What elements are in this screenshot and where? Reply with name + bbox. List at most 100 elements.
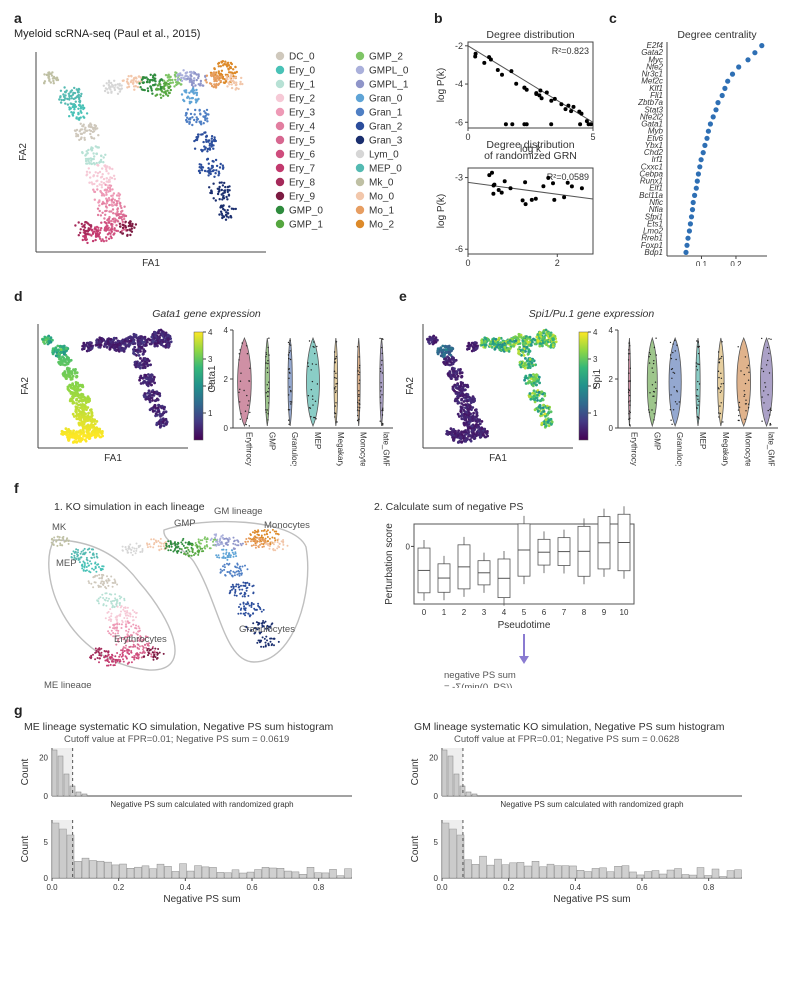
svg-text:R²=0.823: R²=0.823 — [552, 46, 589, 56]
svg-text:late_GMP: late_GMP — [767, 432, 776, 466]
svg-text:log P(k): log P(k) — [436, 68, 447, 102]
svg-text:Spi1: Spi1 — [592, 369, 603, 389]
row-2: d Gata1 gene expression FA1 FA2 1 2 3 4 0 2 4 Gata… — [14, 288, 778, 466]
svg-text:5: 5 — [590, 132, 595, 142]
svg-text:Monocytes: Monocytes — [359, 432, 368, 466]
svg-text:1: 1 — [208, 409, 213, 418]
svg-text:4: 4 — [224, 326, 229, 335]
svg-text:Bdp1: Bdp1 — [644, 248, 663, 257]
svg-text:3: 3 — [593, 355, 598, 364]
panel-c-label: c — [609, 10, 779, 26]
svg-text:Gata1: Gata1 — [207, 365, 218, 393]
panel-b-label: b — [434, 10, 609, 26]
svg-text:Gata1 gene expression: Gata1 gene expression — [152, 308, 261, 320]
svg-text:DC_0: DC_0 — [289, 52, 315, 63]
svg-text:R²=0.0589: R²=0.0589 — [547, 172, 589, 182]
svg-text:0.2: 0.2 — [730, 260, 742, 266]
svg-text:Mo_0: Mo_0 — [369, 192, 394, 203]
svg-text:Ery_7: Ery_7 — [289, 164, 316, 175]
svg-text:Gran_0: Gran_0 — [369, 94, 403, 105]
svg-text:FA1: FA1 — [489, 453, 507, 464]
svg-text:-3: -3 — [455, 173, 463, 183]
svg-text:1: 1 — [593, 409, 598, 418]
svg-text:Ery_0: Ery_0 — [289, 66, 316, 77]
svg-text:GMP_1: GMP_1 — [289, 220, 323, 231]
svg-text:Gran_2: Gran_2 — [369, 122, 403, 133]
svg-text:0: 0 — [609, 424, 614, 433]
svg-text:MEP: MEP — [313, 432, 322, 449]
svg-text:GMP: GMP — [652, 432, 661, 450]
svg-text:2: 2 — [609, 375, 614, 384]
panel-f: f 1. KO simulation in each lineage 2. Cal… — [14, 480, 774, 688]
svg-text:Ery_3: Ery_3 — [289, 108, 316, 119]
svg-text:Ery_5: Ery_5 — [289, 136, 316, 147]
panel-c-svg: Degree centrality0.10.2E2f4Gata2MycNfe2N… — [609, 28, 779, 266]
svg-text:GMPL_0: GMPL_0 — [369, 66, 409, 77]
svg-text:Monocytes: Monocytes — [744, 432, 753, 466]
panel-f-label: f — [14, 480, 774, 496]
svg-text:Erythrocytes: Erythrocytes — [629, 432, 638, 466]
svg-text:Erythrocytes: Erythrocytes — [244, 432, 253, 466]
svg-text:Ery_9: Ery_9 — [289, 192, 316, 203]
svg-text:Ery_1: Ery_1 — [289, 80, 316, 91]
svg-text:Gran_3: Gran_3 — [369, 136, 403, 147]
svg-text:2. Calculate sum of negative P: 2. Calculate sum of negative PS — [374, 501, 523, 513]
svg-text:Granulocytes: Granulocytes — [675, 432, 684, 466]
svg-text:FA2: FA2 — [18, 143, 29, 161]
svg-text:FA2: FA2 — [405, 377, 416, 395]
svg-text:Ery_2: Ery_2 — [289, 94, 316, 105]
svg-text:-4: -4 — [455, 79, 463, 89]
svg-text:GMP: GMP — [267, 432, 276, 450]
svg-text:2: 2 — [224, 375, 229, 384]
panel-e: e Spi1/Pu.1 gene expressionFA1FA21234024… — [399, 288, 784, 466]
svg-text:4: 4 — [208, 328, 213, 337]
panel-c: c Degree centrality0.10.2E2f4Gata2MycNfe… — [609, 10, 779, 274]
panel-a-svg: FA1FA2DC_0Ery_0Ery_1Ery_2Ery_3Ery_4Ery_5… — [14, 44, 434, 274]
svg-text:1. KO simulation in each linea: 1. KO simulation in each lineage — [54, 501, 205, 513]
svg-text:MEP: MEP — [698, 432, 707, 449]
panel-d-svg: Gata1 gene expressionFA1FA21234024Gata1E… — [14, 306, 399, 466]
row-1: a Myeloid scRNA-seq (Paul et al., 2015) … — [14, 10, 778, 274]
panel-b-svg: Degree distribution-2-4-605log klog P(k)… — [434, 28, 609, 266]
svg-text:2: 2 — [555, 258, 560, 266]
svg-text:Gran_1: Gran_1 — [369, 108, 403, 119]
panel-a: a Myeloid scRNA-seq (Paul et al., 2015) … — [14, 10, 434, 274]
svg-text:0.1: 0.1 — [696, 260, 708, 266]
svg-text:Mo_2: Mo_2 — [369, 220, 394, 231]
panel-a-label: a — [14, 10, 434, 26]
panel-g: g ME lineage systematic KO simulation, N… — [14, 702, 774, 920]
svg-text:-2: -2 — [455, 41, 463, 51]
panel-g-svg: ME lineage systematic KO simulation, Neg… — [14, 720, 774, 920]
svg-text:Ery_6: Ery_6 — [289, 150, 316, 161]
svg-text:log P(k): log P(k) — [436, 194, 447, 228]
svg-text:Mo_1: Mo_1 — [369, 206, 394, 217]
svg-text:4: 4 — [609, 326, 614, 335]
svg-text:-6: -6 — [455, 117, 463, 127]
svg-text:-6: -6 — [455, 244, 463, 254]
svg-text:Degree distribution: Degree distribution — [486, 29, 574, 41]
svg-text:0: 0 — [465, 258, 470, 266]
panel-g-label: g — [14, 702, 774, 718]
svg-text:FA1: FA1 — [104, 453, 122, 464]
svg-text:Megakaryocytes: Megakaryocytes — [721, 432, 730, 466]
svg-text:Spi1/Pu.1 gene expression: Spi1/Pu.1 gene expression — [529, 308, 655, 320]
svg-text:Ery_8: Ery_8 — [289, 178, 316, 189]
svg-text:Granulocytes: Granulocytes — [290, 432, 299, 466]
svg-text:Megakaryocytes: Megakaryocytes — [336, 432, 345, 466]
panel-f-svg: 1. KO simulation in each lineage 2. Calcu… — [14, 498, 774, 688]
panel-d: d Gata1 gene expressionFA1FA21234024Gata… — [14, 288, 399, 466]
svg-text:0: 0 — [224, 424, 229, 433]
panel-e-label: e — [399, 288, 784, 304]
svg-text:FA2: FA2 — [20, 377, 31, 395]
figure-root: a Myeloid scRNA-seq (Paul et al., 2015) … — [0, 0, 790, 938]
svg-text:MEP_0: MEP_0 — [369, 164, 402, 175]
svg-text:GMP_2: GMP_2 — [369, 52, 403, 63]
panel-a-title: Myeloid scRNA-seq (Paul et al., 2015) — [14, 28, 434, 40]
panel-b: b Degree distribution-2-4-605log klog P(… — [434, 10, 609, 274]
svg-text:GMP_0: GMP_0 — [289, 206, 323, 217]
svg-text:GMPL_1: GMPL_1 — [369, 80, 409, 91]
svg-text:late_GMP: late_GMP — [382, 432, 391, 466]
svg-text:Ery_4: Ery_4 — [289, 122, 316, 133]
panel-d-label: d — [14, 288, 399, 304]
svg-text:0: 0 — [465, 132, 470, 142]
